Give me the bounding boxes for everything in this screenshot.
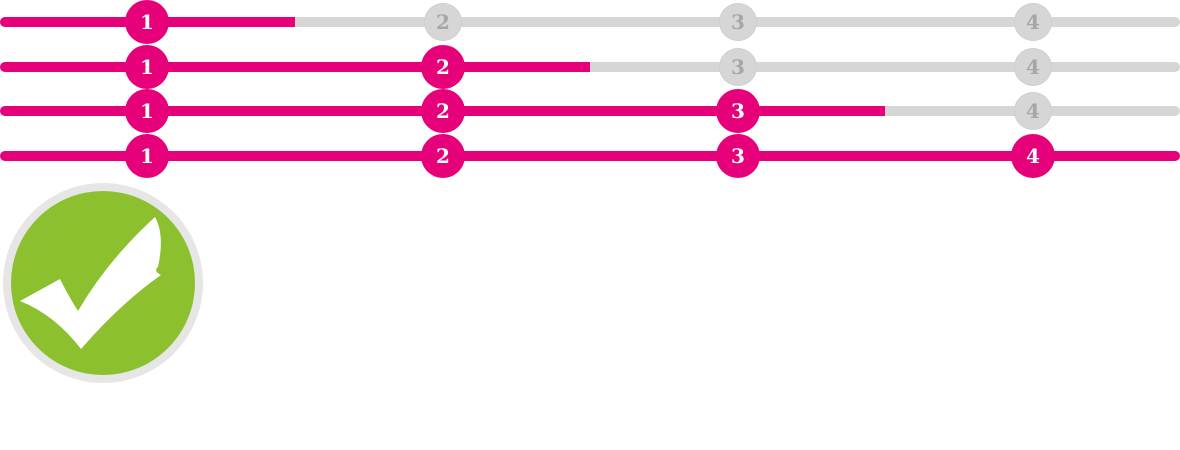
progress-track [0,151,1180,161]
progress-track [0,17,1180,27]
step-1[interactable]: 1 [125,134,169,178]
progress-fill [0,151,1180,161]
progress-stepper-2: 1 2 3 4 [0,45,1180,89]
step-4[interactable]: 4 [1014,92,1052,130]
check-circle-icon [3,183,203,383]
step-1[interactable]: 1 [125,0,169,44]
step-2[interactable]: 2 [424,3,462,41]
checkmark-shape [20,217,161,349]
progress-stepper-1: 1 2 3 4 [0,0,1180,44]
step-4[interactable]: 4 [1014,48,1052,86]
progress-stepper-4: 1 2 3 4 [0,134,1180,178]
step-4[interactable]: 4 [1011,134,1055,178]
progress-track [0,106,1180,116]
step-1[interactable]: 1 [125,89,169,133]
step-3[interactable]: 3 [716,134,760,178]
step-4[interactable]: 4 [1014,3,1052,41]
progress-track [0,62,1180,72]
progress-stepper-3: 1 2 3 4 [0,89,1180,133]
progress-fill [0,62,590,72]
step-2[interactable]: 2 [421,134,465,178]
check-circle-graphic [3,183,203,383]
step-3[interactable]: 3 [719,48,757,86]
step-2[interactable]: 2 [421,89,465,133]
step-2[interactable]: 2 [421,45,465,89]
step-3[interactable]: 3 [719,3,757,41]
step-3[interactable]: 3 [716,89,760,133]
step-1[interactable]: 1 [125,45,169,89]
